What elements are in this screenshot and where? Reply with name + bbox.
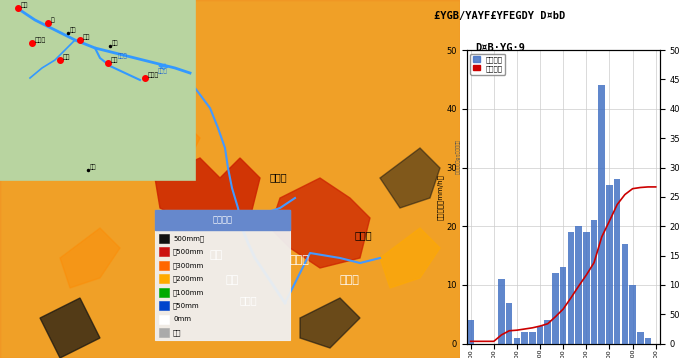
Polygon shape xyxy=(380,228,440,288)
Bar xyxy=(606,185,613,344)
Text: 淡川: 淡川 xyxy=(225,275,238,285)
Bar xyxy=(645,338,651,344)
Text: 0mm: 0mm xyxy=(173,316,191,322)
Bar xyxy=(159,234,169,243)
Bar xyxy=(159,247,169,256)
Text: 桃川流域: 桃川流域 xyxy=(200,211,237,226)
Polygon shape xyxy=(300,298,360,348)
Polygon shape xyxy=(40,298,100,358)
Polygon shape xyxy=(60,228,120,288)
Text: 滋賀県: 滋賀県 xyxy=(355,230,373,240)
Text: 木津川: 木津川 xyxy=(158,68,168,74)
Polygon shape xyxy=(380,148,440,208)
Bar xyxy=(0,0,195,180)
Text: 木津川: 木津川 xyxy=(340,275,360,285)
Y-axis label: 時間雨量（mm/h）: 時間雨量（mm/h） xyxy=(437,174,443,220)
Text: 宇治川: 宇治川 xyxy=(290,255,310,265)
Polygon shape xyxy=(140,118,200,168)
Bar xyxy=(522,332,528,344)
Text: 羽束師: 羽束師 xyxy=(35,37,46,43)
Bar xyxy=(537,326,543,344)
Text: ～100mm: ～100mm xyxy=(173,289,204,296)
Bar xyxy=(552,273,559,344)
Text: 大津: 大津 xyxy=(112,40,118,46)
Bar xyxy=(159,261,169,270)
Legend: 時間雨量, 累加雨量: 時間雨量, 累加雨量 xyxy=(471,54,505,74)
Text: 宇治: 宇治 xyxy=(83,34,90,40)
Text: 大阪府: 大阪府 xyxy=(240,295,258,305)
Bar xyxy=(637,332,643,344)
Text: タイフーン18号　降水量: タイフーン18号 降水量 xyxy=(454,140,458,175)
Bar xyxy=(591,221,597,344)
Text: ～50mm: ～50mm xyxy=(173,303,200,309)
Bar xyxy=(155,210,290,340)
Bar xyxy=(467,320,474,344)
Bar xyxy=(614,179,620,344)
Text: 500mm～: 500mm～ xyxy=(173,235,204,242)
Bar xyxy=(545,320,551,344)
Text: 福井県: 福井県 xyxy=(270,172,288,182)
Text: 枨方: 枨方 xyxy=(63,54,71,60)
Text: 桃川: 桃川 xyxy=(210,250,223,260)
Text: D¤B·YG·9: D¤B·YG·9 xyxy=(475,43,525,53)
Bar xyxy=(583,232,590,344)
Bar xyxy=(560,267,566,344)
Text: 宇治川: 宇治川 xyxy=(118,53,128,59)
Bar xyxy=(159,274,169,283)
Text: 加茂: 加茂 xyxy=(111,57,118,63)
Bar xyxy=(575,226,582,344)
Bar xyxy=(568,232,574,344)
Bar xyxy=(629,285,636,344)
Text: 欠測: 欠測 xyxy=(173,329,182,336)
Text: ～300mm: ～300mm xyxy=(173,262,204,268)
Bar xyxy=(622,244,628,344)
Bar xyxy=(159,315,169,324)
Bar xyxy=(155,210,290,230)
Bar xyxy=(513,338,520,344)
Text: ～200mm: ～200mm xyxy=(173,275,204,282)
Text: 請田: 請田 xyxy=(21,3,29,8)
Text: 京都: 京都 xyxy=(70,28,76,33)
Bar xyxy=(498,279,505,344)
Bar xyxy=(159,301,169,310)
Bar xyxy=(159,288,169,297)
Bar xyxy=(598,85,605,344)
Text: 奈良: 奈良 xyxy=(90,164,97,170)
Bar xyxy=(159,328,169,337)
Text: £YGB/YAYF£YFEGDY D¤bD: £YGB/YAYF£YFEGDY D¤bD xyxy=(434,11,566,21)
Text: ～500mm: ～500mm xyxy=(173,248,204,255)
Polygon shape xyxy=(270,178,370,268)
Bar xyxy=(506,303,513,344)
Text: 雨量凡例: 雨量凡例 xyxy=(212,216,233,224)
Text: 桧: 桧 xyxy=(51,18,55,23)
Text: 鹿ヶ原: 鹿ヶ原 xyxy=(148,72,159,78)
Bar xyxy=(529,332,536,344)
Polygon shape xyxy=(155,158,260,228)
